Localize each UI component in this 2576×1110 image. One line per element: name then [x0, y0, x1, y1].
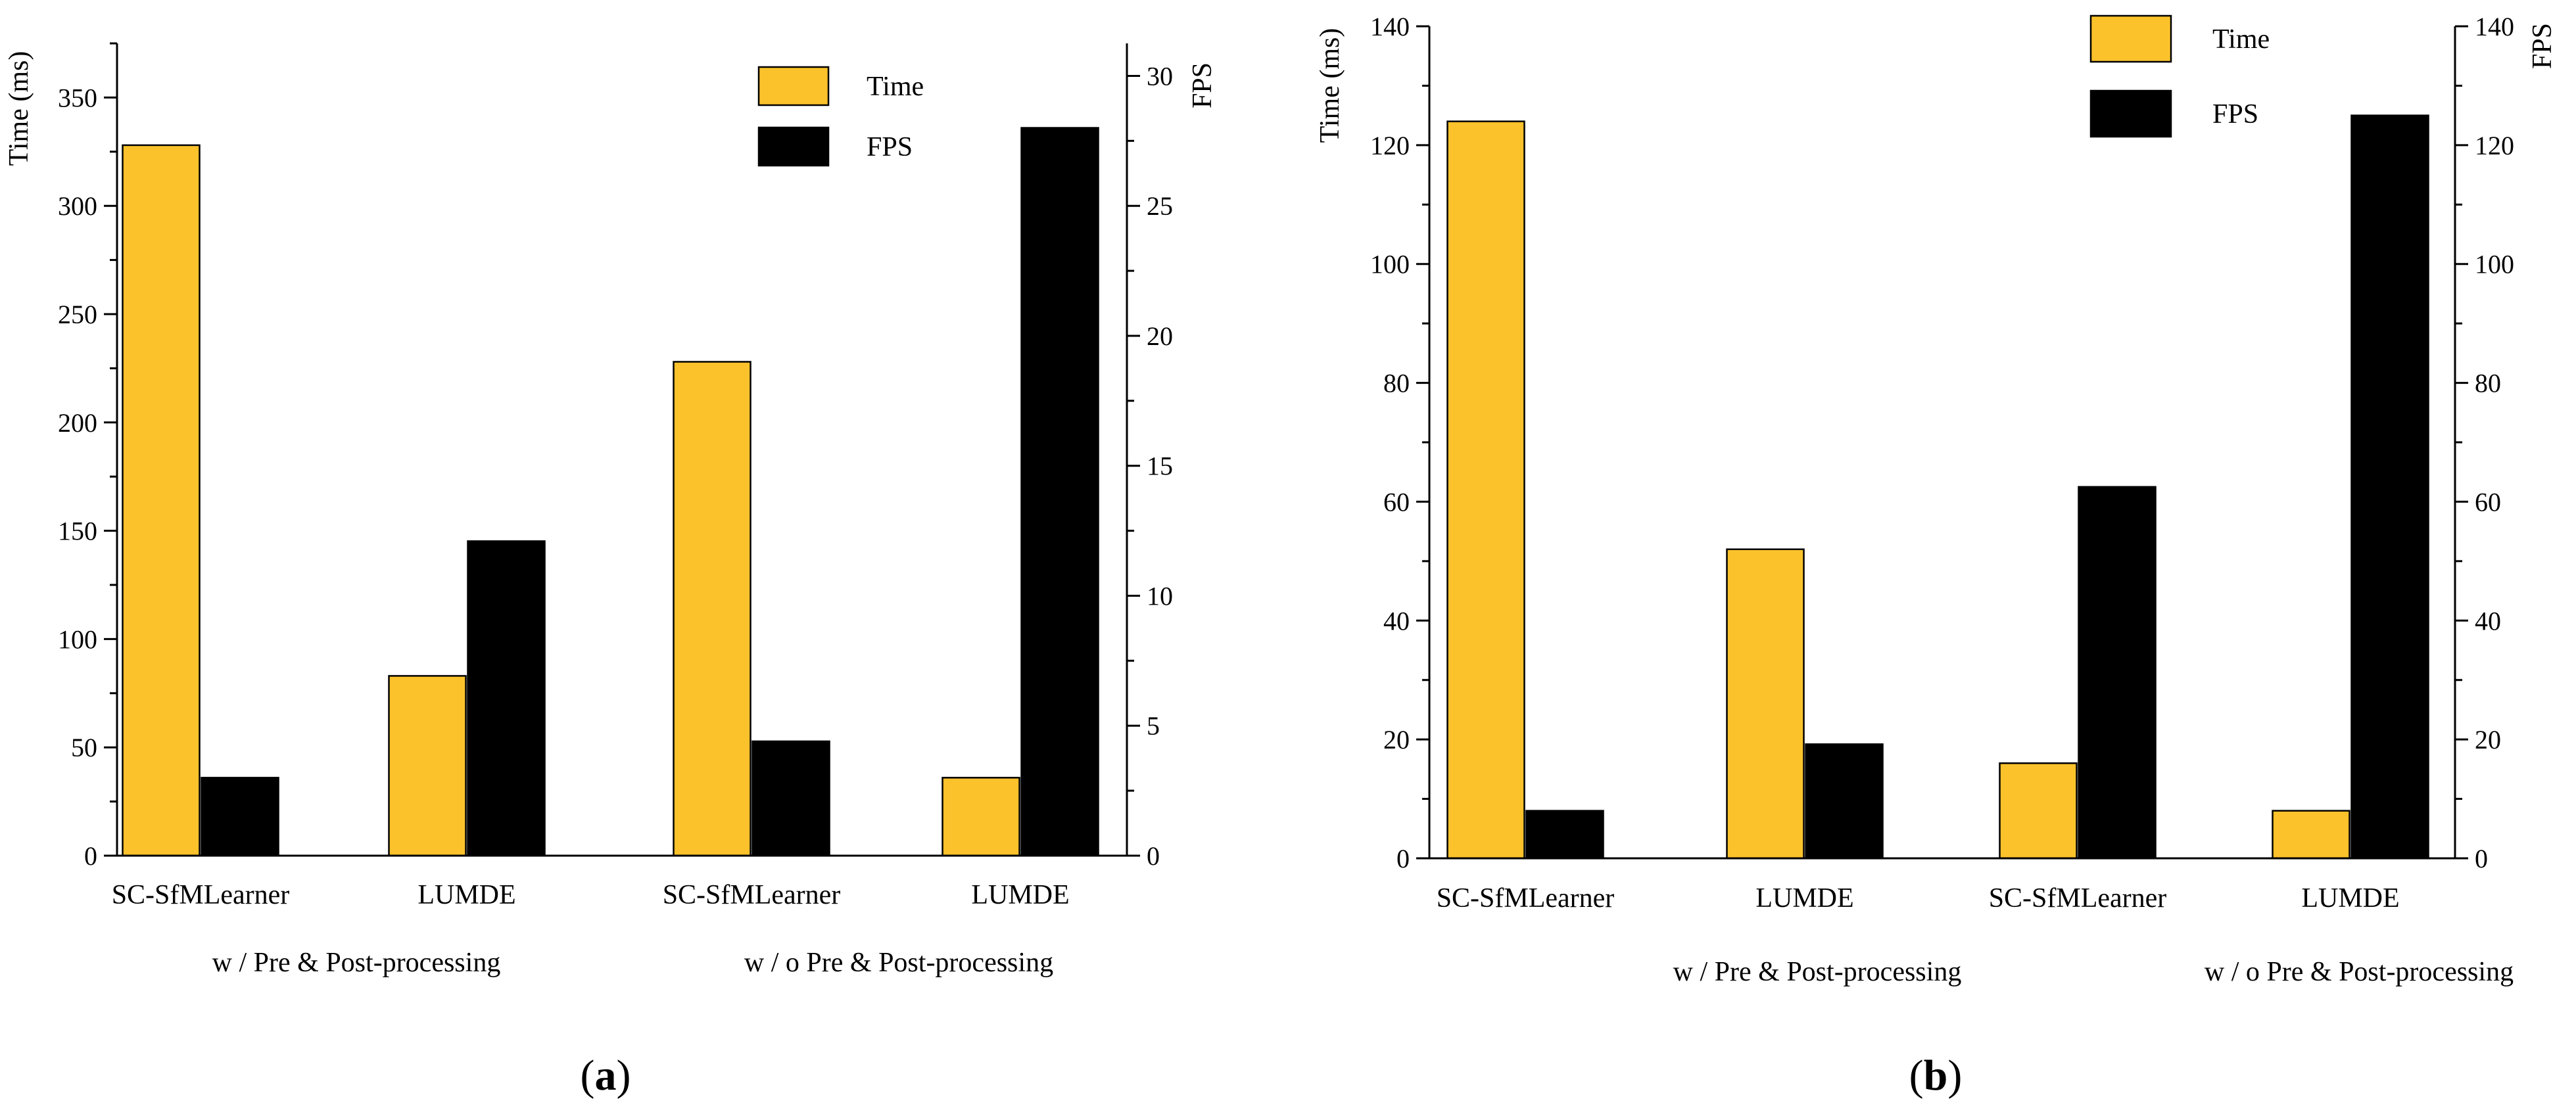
bar-time-1	[122, 144, 201, 857]
bar-time-3	[673, 361, 751, 857]
category-label: LUMDE	[971, 880, 1069, 910]
right-tick-label: 120	[2475, 131, 2514, 160]
right-tick-label: 40	[2475, 606, 2501, 636]
y2-axis-title: FPS	[1187, 62, 1218, 108]
bar-time-2	[388, 675, 467, 857]
legend-swatch-fps	[757, 126, 830, 167]
bar-time-4	[942, 777, 1020, 857]
left-tick-label: 100	[1370, 250, 1410, 279]
left-tick-label: 300	[58, 191, 97, 221]
left-tick-label: 140	[1370, 12, 1410, 41]
right-tick-label: 5	[1147, 711, 1160, 741]
right-tick-label: 60	[2475, 487, 2501, 517]
group-label: w / o Pre & Post-processing	[2205, 957, 2514, 987]
category-label: SC-SfMLearner	[663, 880, 841, 910]
left-tick-label: 100	[58, 624, 97, 654]
panel-label-letter: a	[595, 1052, 617, 1099]
panel-label-open-paren: (	[581, 1052, 595, 1099]
right-tick-label: 10	[1147, 581, 1173, 611]
bar-fps-3	[751, 740, 830, 857]
bar-fps-1	[1525, 810, 1604, 860]
left-tick-label: 40	[1383, 606, 1410, 636]
bar-time-4	[2272, 810, 2350, 860]
right-tick-label: 0	[1147, 841, 1160, 871]
category-label: LUMDE	[1755, 883, 1853, 913]
y-axis-title: Time (ms)	[4, 51, 34, 166]
left-tick-label: 50	[71, 733, 97, 762]
panel-label-close-paren: )	[617, 1052, 631, 1099]
left-tick-label: 80	[1383, 369, 1410, 398]
right-tick-label: 80	[2475, 369, 2501, 398]
legend-label-time: Time	[2212, 24, 2270, 55]
bar-fps-4	[1020, 127, 1099, 857]
chart-panel-a: 0 50 100 150 200 250 300 350 0 5 10 15 20 25 30 Time (m…	[4, 42, 1218, 1099]
category-label: SC-SfMLearner	[112, 880, 290, 910]
bar-fps-4	[2350, 114, 2429, 860]
right-tick-label: 20	[1147, 321, 1173, 351]
panel-label-close-paren: )	[1947, 1052, 1962, 1099]
right-tick-label: 30	[1147, 61, 1173, 91]
category-label: SC-SfMLearner	[1989, 883, 2167, 913]
bar-time-3	[1999, 762, 2078, 860]
group-label: w / Pre & Post-processing	[212, 948, 501, 978]
category-label: LUMDE	[417, 880, 515, 910]
legend-swatch-time	[2089, 14, 2172, 63]
right-tick-label: 20	[2475, 725, 2501, 754]
group-label: w / Pre & Post-processing	[1673, 957, 1962, 987]
right-tick-label: 15	[1147, 451, 1173, 481]
left-tick-label: 150	[58, 517, 97, 546]
bar-time-1	[1446, 120, 1525, 860]
legend-label-fps: FPS	[867, 132, 913, 162]
panel-label-letter: b	[1924, 1052, 1948, 1099]
bar-fps-2	[1805, 743, 1884, 860]
bar-fps-2	[467, 540, 546, 857]
right-tick-label: 140	[2475, 12, 2514, 41]
left-tick-label: 0	[1396, 844, 1410, 873]
left-tick-label: 0	[84, 841, 97, 871]
panel-label: (a)	[581, 1052, 631, 1099]
panel-label-open-paren: (	[1909, 1052, 1924, 1099]
group-label: w / o Pre & Post-processing	[744, 948, 1053, 978]
y-axis-title: Time (ms)	[1315, 28, 1345, 143]
left-tick-label: 350	[58, 83, 97, 112]
y2-axis-title: FPS	[2527, 23, 2558, 69]
legend-label-fps: FPS	[2212, 99, 2258, 129]
category-label: LUMDE	[2301, 883, 2399, 913]
legend-swatch-fps	[2089, 89, 2172, 138]
right-tick-label: 25	[1147, 191, 1173, 221]
bar-time-2	[1726, 548, 1805, 860]
left-tick-label: 60	[1383, 487, 1410, 517]
chart-panel-b: 0 20 40 60 80 100 120 140 0 20 40 60 80 100 120 140 Time…	[1315, 12, 2558, 1099]
panel-label: (b)	[1909, 1052, 1963, 1099]
left-tick-label: 20	[1383, 725, 1410, 754]
bar-fps-3	[2078, 486, 2157, 860]
right-tick-label: 0	[2475, 844, 2488, 873]
bar-fps-1	[201, 777, 279, 857]
legend-swatch-time	[757, 66, 830, 106]
right-tick-label: 100	[2475, 250, 2514, 279]
category-label: SC-SfMLearner	[1437, 883, 1615, 913]
legend: Time FPS	[757, 66, 924, 167]
legend: Time FPS	[2089, 14, 2270, 138]
left-tick-label: 120	[1370, 131, 1410, 160]
legend-label-time: Time	[867, 72, 924, 102]
left-tick-label: 200	[58, 408, 97, 438]
left-tick-label: 250	[58, 300, 97, 329]
